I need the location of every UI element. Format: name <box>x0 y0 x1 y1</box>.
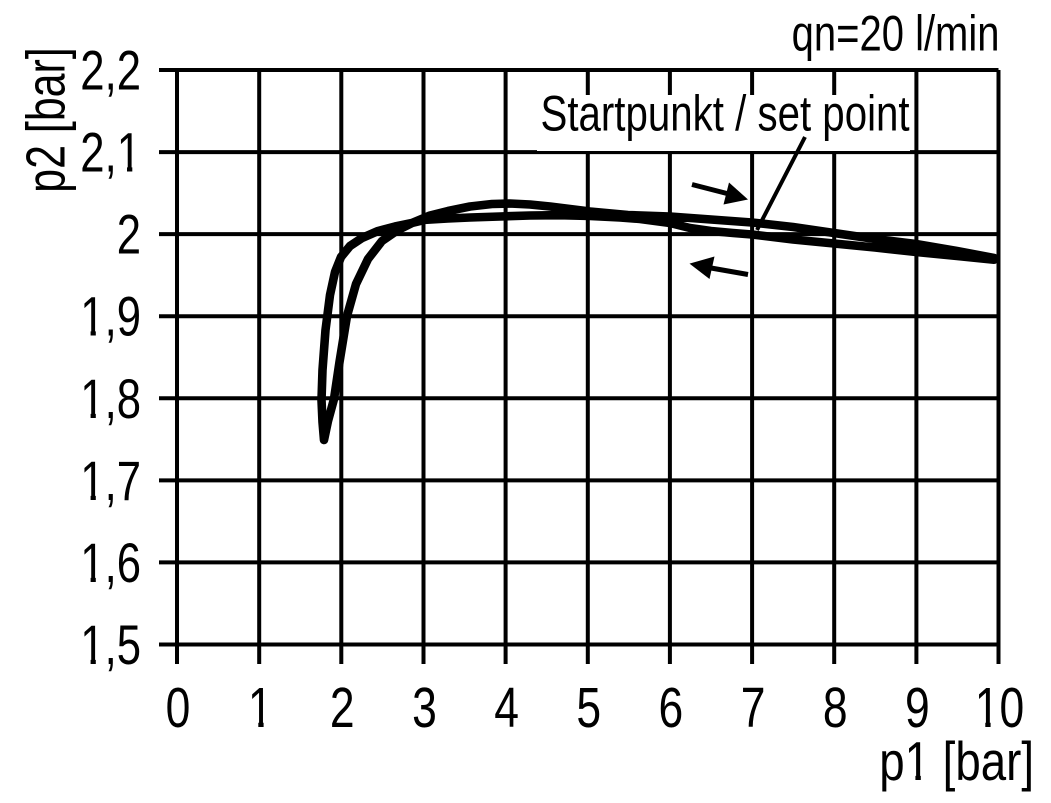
svg-text:10: 10 <box>975 676 1024 740</box>
svg-text:7: 7 <box>741 676 766 740</box>
svg-text:2: 2 <box>117 203 141 265</box>
svg-text:5: 5 <box>576 676 601 740</box>
svg-text:6: 6 <box>659 676 684 740</box>
svg-text:8: 8 <box>823 676 848 740</box>
svg-text:2,1: 2,1 <box>80 121 141 183</box>
svg-text:1,5: 1,5 <box>80 614 141 676</box>
svg-text:3: 3 <box>412 676 437 740</box>
svg-text:1: 1 <box>248 676 273 740</box>
svg-text:9: 9 <box>905 676 930 740</box>
svg-text:2,2: 2,2 <box>80 39 141 101</box>
svg-text:4: 4 <box>494 676 519 740</box>
svg-text:p2 [bar]: p2 [bar] <box>15 47 76 192</box>
svg-text:1,9: 1,9 <box>80 286 141 348</box>
svg-text:1,8: 1,8 <box>80 368 141 430</box>
svg-text:2: 2 <box>330 676 355 740</box>
svg-text:p1 [bar]: p1 [bar] <box>879 730 1034 792</box>
svg-text:qn=20 l/min: qn=20 l/min <box>792 5 1000 61</box>
svg-text:1,7: 1,7 <box>80 450 141 512</box>
svg-text:1,6: 1,6 <box>80 532 141 594</box>
svg-text:Startpunkt / set point: Startpunkt / set point <box>541 85 910 141</box>
svg-text:0: 0 <box>166 676 191 740</box>
